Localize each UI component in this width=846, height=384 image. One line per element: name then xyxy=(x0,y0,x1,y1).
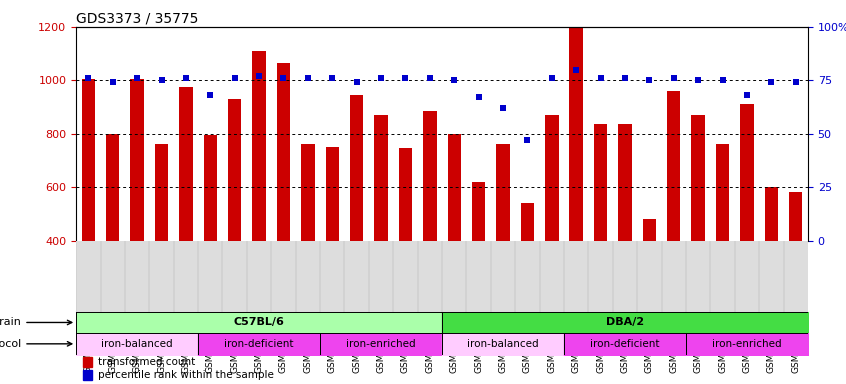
Bar xyxy=(155,144,168,348)
Point xyxy=(155,77,168,83)
Point xyxy=(228,75,241,81)
Bar xyxy=(277,63,290,348)
Point xyxy=(497,105,510,111)
Text: percentile rank within the sample: percentile rank within the sample xyxy=(98,370,274,380)
Point xyxy=(618,75,632,81)
Bar xyxy=(472,182,486,348)
Bar xyxy=(789,192,803,348)
Bar xyxy=(398,148,412,348)
Point xyxy=(252,73,266,79)
Text: strain: strain xyxy=(0,318,72,328)
Bar xyxy=(520,203,534,348)
Bar xyxy=(618,124,632,348)
Point xyxy=(130,75,144,81)
Point xyxy=(520,137,534,143)
Bar xyxy=(740,104,754,348)
Bar xyxy=(569,27,583,348)
Bar xyxy=(350,95,364,348)
Point xyxy=(569,66,583,73)
Point xyxy=(545,75,558,81)
Point xyxy=(765,79,778,86)
Point xyxy=(81,75,95,81)
Text: DBA/2: DBA/2 xyxy=(606,318,644,328)
Bar xyxy=(448,134,461,348)
Bar xyxy=(326,147,339,348)
Bar xyxy=(130,79,144,348)
Bar xyxy=(179,87,193,348)
Point xyxy=(472,94,486,101)
Point xyxy=(716,77,729,83)
Point xyxy=(594,75,607,81)
Bar xyxy=(84,370,92,380)
Text: transformed count: transformed count xyxy=(98,357,195,367)
Point xyxy=(301,75,315,81)
Bar xyxy=(497,144,510,348)
Text: C57BL/6: C57BL/6 xyxy=(233,318,284,328)
Point xyxy=(691,77,705,83)
Point xyxy=(448,77,461,83)
Point xyxy=(350,79,364,86)
Bar xyxy=(765,187,778,348)
Bar xyxy=(594,124,607,348)
Bar xyxy=(84,357,92,367)
Bar xyxy=(106,134,119,348)
Bar xyxy=(301,144,315,348)
Text: iron-deficient: iron-deficient xyxy=(591,339,660,349)
Bar xyxy=(81,79,95,348)
Point xyxy=(789,79,803,86)
Text: protocol: protocol xyxy=(0,339,72,349)
Point xyxy=(179,75,193,81)
Bar xyxy=(252,51,266,348)
Bar xyxy=(204,135,217,348)
Point xyxy=(374,75,387,81)
Text: iron-deficient: iron-deficient xyxy=(224,339,294,349)
Text: iron-enriched: iron-enriched xyxy=(346,339,416,349)
Point xyxy=(423,75,437,81)
Point xyxy=(326,75,339,81)
Point xyxy=(643,77,656,83)
Point xyxy=(106,79,119,86)
Bar xyxy=(667,91,680,348)
Point xyxy=(667,75,680,81)
Bar xyxy=(716,144,729,348)
Point xyxy=(204,92,217,98)
Text: iron-balanced: iron-balanced xyxy=(102,339,173,349)
Bar xyxy=(545,115,558,348)
Point xyxy=(277,75,290,81)
Bar xyxy=(643,219,656,348)
Bar xyxy=(423,111,437,348)
Text: iron-balanced: iron-balanced xyxy=(467,339,539,349)
Point xyxy=(398,75,412,81)
Bar xyxy=(691,115,705,348)
Point xyxy=(740,92,754,98)
Bar xyxy=(374,115,387,348)
Text: iron-enriched: iron-enriched xyxy=(712,339,782,349)
Bar xyxy=(228,99,241,348)
Text: GDS3373 / 35775: GDS3373 / 35775 xyxy=(76,12,199,26)
